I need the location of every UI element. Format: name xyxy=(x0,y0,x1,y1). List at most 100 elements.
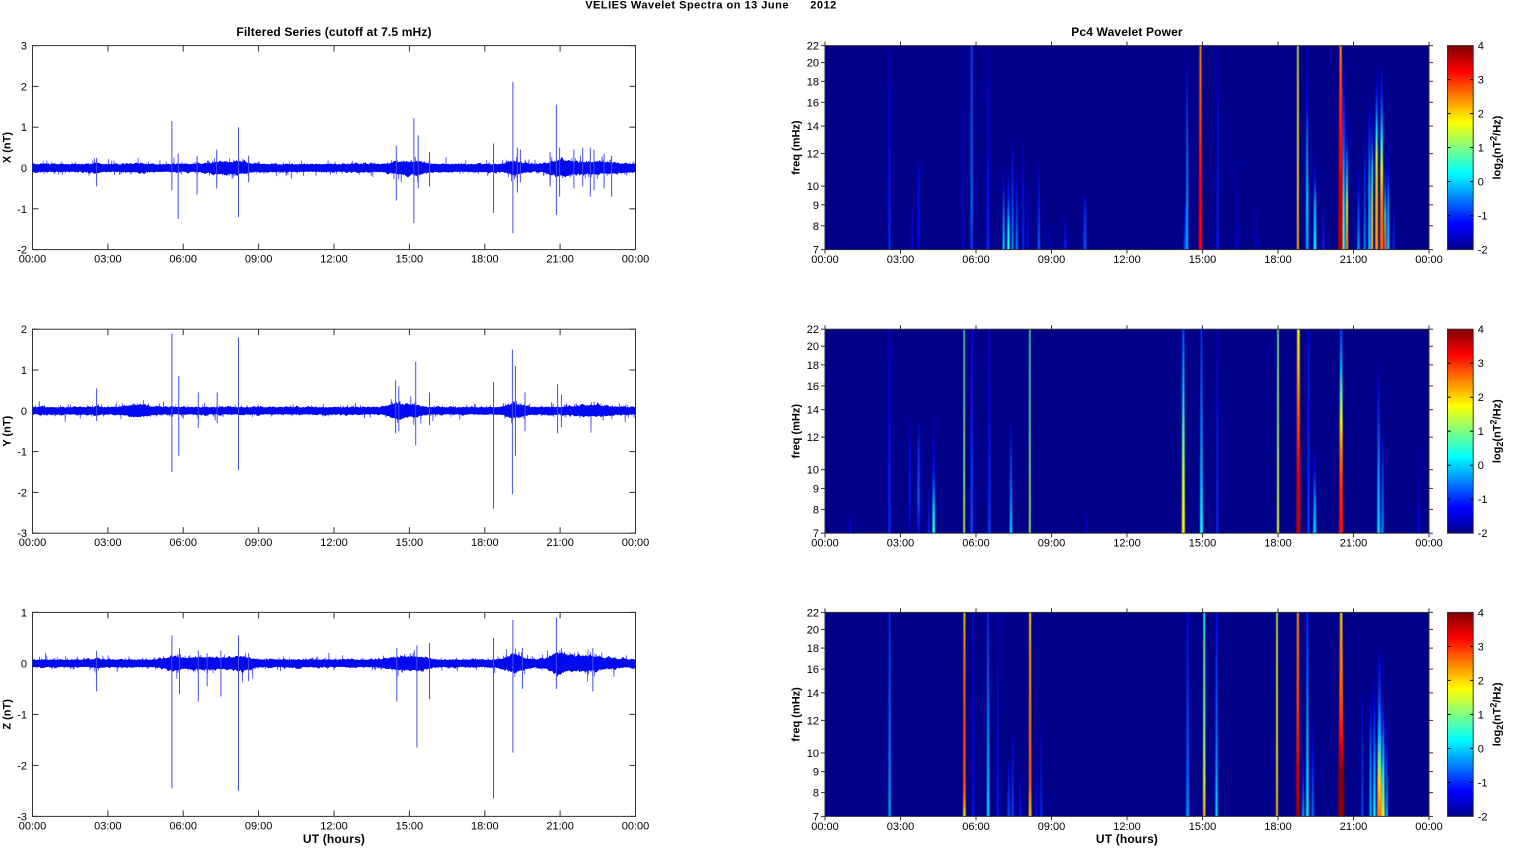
svg-text:09:00: 09:00 xyxy=(245,537,273,549)
svg-text:7: 7 xyxy=(813,528,819,540)
svg-text:20: 20 xyxy=(807,58,819,70)
svg-text:freq (mHz): freq (mHz) xyxy=(791,404,803,459)
svg-text:VELIES Wavelet Spectra on 13 J: VELIES Wavelet Spectra on 13 June 2012 xyxy=(585,0,837,12)
svg-text:18: 18 xyxy=(807,360,819,372)
svg-text:00:00: 00:00 xyxy=(19,537,47,549)
svg-text:3: 3 xyxy=(1478,358,1484,370)
svg-text:10: 10 xyxy=(807,181,819,193)
svg-text:-2: -2 xyxy=(17,245,27,257)
svg-text:-3: -3 xyxy=(17,811,27,823)
svg-text:12:00: 12:00 xyxy=(320,820,348,832)
svg-text:00:00: 00:00 xyxy=(811,254,839,266)
svg-text:9: 9 xyxy=(813,767,819,779)
svg-text:20: 20 xyxy=(807,624,819,636)
svg-text:0: 0 xyxy=(1478,460,1484,472)
svg-text:8: 8 xyxy=(813,788,819,800)
svg-text:Z (nT): Z (nT) xyxy=(2,699,14,730)
svg-text:00:00: 00:00 xyxy=(19,820,47,832)
svg-text:2: 2 xyxy=(1478,109,1484,121)
svg-text:log2(nT2/Hz): log2(nT2/Hz) xyxy=(1489,115,1506,179)
svg-text:18:00: 18:00 xyxy=(471,820,499,832)
svg-text:15:00: 15:00 xyxy=(396,820,424,832)
svg-text:03:00: 03:00 xyxy=(94,820,122,832)
svg-text:10: 10 xyxy=(807,465,819,477)
svg-text:Pc4 Wavelet Power: Pc4 Wavelet Power xyxy=(1071,25,1183,39)
svg-text:3: 3 xyxy=(21,41,27,53)
svg-text:06:00: 06:00 xyxy=(962,254,990,266)
svg-text:2: 2 xyxy=(21,81,27,93)
svg-text:2: 2 xyxy=(1478,392,1484,404)
svg-text:12: 12 xyxy=(807,432,819,444)
svg-text:21:00: 21:00 xyxy=(1340,538,1368,550)
svg-text:12:00: 12:00 xyxy=(320,254,348,266)
svg-text:21:00: 21:00 xyxy=(546,820,574,832)
svg-text:4: 4 xyxy=(1478,607,1484,619)
svg-text:03:00: 03:00 xyxy=(94,537,122,549)
svg-text:00:00: 00:00 xyxy=(811,821,839,833)
svg-text:2: 2 xyxy=(21,324,27,336)
svg-text:2: 2 xyxy=(1478,675,1484,687)
svg-text:00:00: 00:00 xyxy=(1415,821,1443,833)
svg-text:log2(nT2/Hz): log2(nT2/Hz) xyxy=(1489,682,1506,746)
svg-text:12:00: 12:00 xyxy=(320,537,348,549)
svg-text:09:00: 09:00 xyxy=(1038,821,1066,833)
svg-text:1: 1 xyxy=(1478,426,1484,438)
svg-text:0: 0 xyxy=(1478,743,1484,755)
svg-text:-1: -1 xyxy=(17,447,27,459)
svg-text:09:00: 09:00 xyxy=(1038,538,1066,550)
svg-text:-2: -2 xyxy=(1478,811,1488,823)
svg-text:00:00: 00:00 xyxy=(622,254,650,266)
svg-text:-1: -1 xyxy=(17,709,27,721)
svg-text:Y (nT): Y (nT) xyxy=(2,415,14,446)
svg-text:9: 9 xyxy=(813,483,819,495)
svg-text:-2: -2 xyxy=(1478,528,1488,540)
svg-text:log2(nT2/Hz): log2(nT2/Hz) xyxy=(1489,399,1506,463)
svg-text:9: 9 xyxy=(813,200,819,212)
svg-text:06:00: 06:00 xyxy=(169,254,197,266)
svg-text:18: 18 xyxy=(807,76,819,88)
svg-text:16: 16 xyxy=(807,664,819,676)
svg-text:00:00: 00:00 xyxy=(19,254,47,266)
svg-text:10: 10 xyxy=(807,748,819,760)
svg-text:18:00: 18:00 xyxy=(1264,254,1292,266)
svg-text:1: 1 xyxy=(21,607,27,619)
svg-text:7: 7 xyxy=(813,245,819,257)
svg-text:12: 12 xyxy=(807,149,819,161)
svg-text:16: 16 xyxy=(807,97,819,109)
svg-text:UT (hours): UT (hours) xyxy=(1096,832,1158,846)
svg-text:Filtered Series (cutoff at 7.5: Filtered Series (cutoff at 7.5 mHz) xyxy=(236,25,431,39)
svg-text:06:00: 06:00 xyxy=(169,820,197,832)
svg-text:4: 4 xyxy=(1478,324,1484,336)
svg-text:06:00: 06:00 xyxy=(962,821,990,833)
svg-text:03:00: 03:00 xyxy=(94,254,122,266)
svg-text:-1: -1 xyxy=(1478,494,1488,506)
svg-text:00:00: 00:00 xyxy=(622,820,650,832)
svg-text:15:00: 15:00 xyxy=(1189,254,1217,266)
svg-text:-2: -2 xyxy=(17,760,27,772)
svg-text:7: 7 xyxy=(813,811,819,823)
svg-text:21:00: 21:00 xyxy=(1340,254,1368,266)
svg-text:15:00: 15:00 xyxy=(1189,538,1217,550)
svg-text:X (nT): X (nT) xyxy=(2,132,14,163)
svg-text:12:00: 12:00 xyxy=(1113,538,1141,550)
svg-text:22: 22 xyxy=(807,324,819,336)
svg-text:0: 0 xyxy=(1478,177,1484,189)
svg-text:12:00: 12:00 xyxy=(1113,254,1141,266)
svg-text:18: 18 xyxy=(807,643,819,655)
svg-text:06:00: 06:00 xyxy=(962,538,990,550)
svg-text:15:00: 15:00 xyxy=(396,537,424,549)
svg-text:06:00: 06:00 xyxy=(169,537,197,549)
svg-text:15:00: 15:00 xyxy=(1189,821,1217,833)
svg-text:21:00: 21:00 xyxy=(1340,821,1368,833)
svg-text:14: 14 xyxy=(807,121,819,133)
svg-text:00:00: 00:00 xyxy=(1415,538,1443,550)
svg-text:03:00: 03:00 xyxy=(887,254,915,266)
svg-text:12: 12 xyxy=(807,715,819,727)
svg-text:18:00: 18:00 xyxy=(471,537,499,549)
svg-text:0: 0 xyxy=(21,163,27,175)
svg-text:0: 0 xyxy=(21,406,27,418)
svg-text:freq (mHz): freq (mHz) xyxy=(791,120,803,175)
svg-text:09:00: 09:00 xyxy=(245,820,273,832)
svg-text:09:00: 09:00 xyxy=(1038,254,1066,266)
svg-text:8: 8 xyxy=(813,221,819,233)
